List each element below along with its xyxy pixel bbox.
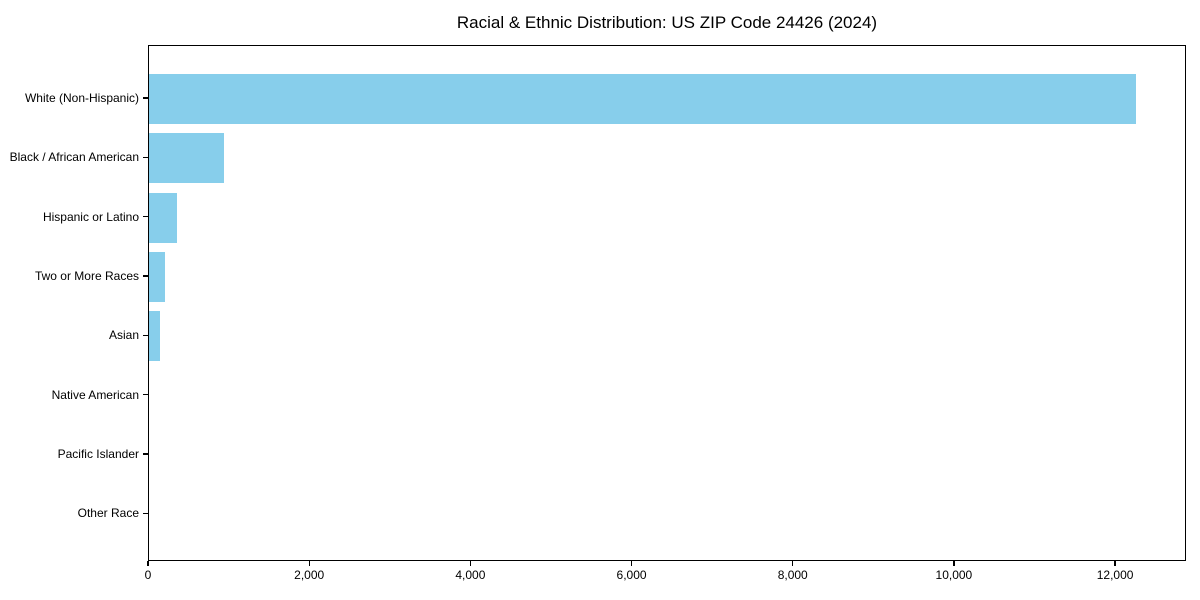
y-tick-label: Asian: [108, 328, 139, 343]
x-tick-label: 8,000: [777, 568, 808, 582]
y-tick-mark: [143, 334, 148, 336]
y-tick-mark: [143, 216, 148, 218]
y-tick-mark: [143, 394, 148, 396]
bar-black-african-american: [149, 133, 224, 184]
x-tick-mark: [630, 561, 633, 566]
y-tick-mark: [143, 512, 148, 514]
x-tick-mark: [308, 561, 310, 566]
y-tick-label: Hispanic or Latino: [42, 209, 139, 224]
x-tick-mark: [792, 561, 794, 566]
y-tick-mark: [143, 275, 148, 277]
y-tick-mark: [143, 453, 148, 455]
y-tick-label: Pacific Islander: [57, 446, 139, 461]
x-tick-label: 0: [144, 568, 152, 582]
y-tick-label: Other Race: [77, 506, 139, 521]
y-tick-mark: [143, 97, 148, 99]
y-tick-label: Two or More Races: [34, 268, 139, 283]
x-tick-label: 12,000: [1096, 568, 1134, 582]
x-tick-label: 2,000: [294, 568, 325, 582]
x-tick-label: 6,000: [616, 568, 647, 582]
y-tick-label: White (Non-Hispanic): [24, 91, 139, 105]
x-tick-mark: [953, 561, 955, 566]
bar-asian: [149, 311, 160, 362]
y-tick-label: Black / African American: [9, 150, 139, 165]
plot-area: [148, 45, 1186, 561]
x-tick-label: 4,000: [455, 568, 486, 582]
x-tick-mark: [469, 561, 471, 566]
bar-hispanic-or-latino: [149, 192, 177, 243]
x-tick-mark: [1114, 561, 1116, 566]
x-tick-label: 10,000: [935, 568, 973, 582]
y-tick-mark: [143, 156, 148, 158]
x-tick-mark: [147, 561, 149, 566]
chart-title: Racial & Ethnic Distribution: US ZIP Cod…: [456, 13, 878, 32]
bar-white-non-hispanic: [149, 74, 1137, 124]
bar-two-or-more-races: [149, 251, 165, 302]
y-tick-label: Native American: [51, 387, 139, 402]
